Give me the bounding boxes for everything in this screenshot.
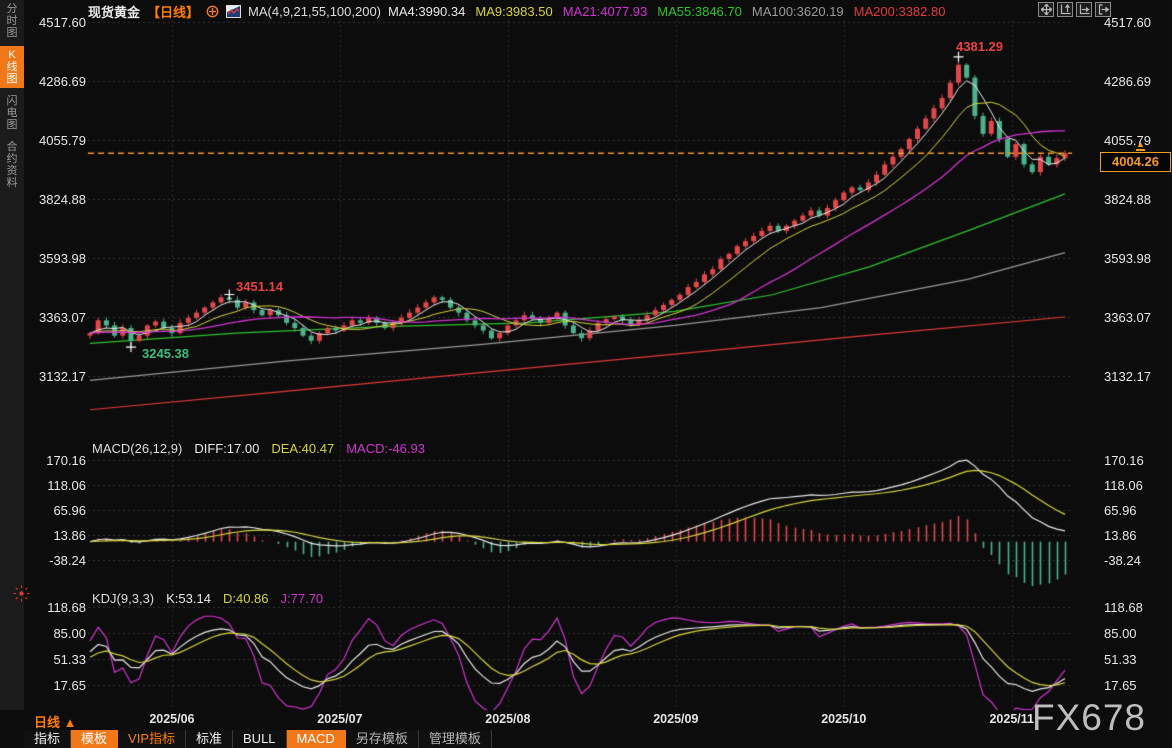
watermark: FX678: [1032, 697, 1147, 738]
y-axis-label: 4286.69: [39, 74, 86, 89]
toolbar-item-指标[interactable]: 指标: [24, 730, 72, 748]
y-axis-label: 170.16: [1104, 453, 1144, 468]
y-axis-label: 118.06: [47, 478, 86, 493]
exit-right-icon[interactable]: [1095, 2, 1111, 17]
y-axis-label: -38.24: [49, 553, 86, 568]
y-axis-label: 17.65: [53, 677, 86, 693]
macd-values: DIFF:17.00 DEA:40.47 MACD:-46.93: [194, 441, 425, 456]
x-axis-label: 2025/08: [485, 712, 531, 726]
kdj-title: KDJ(9,3,3): [92, 591, 155, 606]
y-axis-label: 3363.07: [39, 309, 86, 325]
toolbar-item-另存模板[interactable]: 另存模板: [346, 730, 419, 748]
ma-legend-item: MA21:4077.93: [562, 3, 648, 19]
bottom-toolbar: 指标 模板 VIP指标 标准 BULL MACD 另存模板 管理模板: [24, 730, 492, 748]
y-axis-label: 65.96: [1104, 503, 1137, 518]
kdj-value: J:77.70: [280, 591, 324, 606]
y-axis-label: 3824.88: [39, 191, 86, 207]
x-axis-label: 2025/06: [149, 712, 195, 726]
kdj-values: K:53.14 D:40.86 J:77.70: [166, 591, 323, 606]
toolbar-item-MACD[interactable]: MACD: [286, 730, 346, 748]
y-axis-label: 3132.17: [1104, 368, 1151, 384]
price-annotation: 3245.38: [142, 346, 189, 361]
sidebar-item-分时图[interactable]: 分时图: [6, 3, 18, 39]
y-axis-label: 51.33: [1104, 651, 1137, 667]
current-price-badge: 4004.26: [1100, 152, 1171, 172]
toolbar-item-模板[interactable]: 模板: [71, 730, 119, 748]
y-axis-label: 4055.79: [1104, 132, 1151, 148]
y-axis-label: 4517.60: [39, 15, 86, 30]
y-axis-label: 3824.88: [1104, 191, 1151, 207]
y-axis-label: 118.68: [1104, 600, 1143, 615]
x-axis-label: 2025/09: [653, 712, 699, 726]
y-axis-label: 3363.07: [1104, 309, 1151, 325]
x-axis-label: 2025/07: [317, 712, 363, 726]
pan-icon[interactable]: [1038, 2, 1054, 17]
y-axis-label: 85.00: [1104, 626, 1137, 641]
ma-legend-item: MA9:3983.50: [475, 3, 553, 19]
y-axis-label: 118.06: [1104, 478, 1143, 493]
ma-legend-item: MA100:3620.19: [751, 3, 844, 19]
scale-left-axis-icon[interactable]: [1057, 2, 1073, 17]
timeframe-label: 【日线】: [147, 4, 200, 20]
sidebar-item-闪电图[interactable]: 闪电图: [6, 95, 18, 131]
ma-legend-item: MA55:3846.70: [657, 3, 742, 19]
y-axis-label: 118.68: [47, 600, 86, 615]
sidebar-item-合约资料[interactable]: 合约资料: [6, 141, 18, 189]
y-axis-label: 17.65: [1104, 677, 1137, 693]
macd-value: DIFF:17.00: [194, 441, 260, 456]
y-axis-label: 4517.60: [1104, 15, 1151, 30]
price-marker-icon: ▲: [1136, 139, 1145, 151]
symbol-name: 现货黄金: [88, 4, 141, 20]
period-selector[interactable]: 日线 ▲: [34, 715, 77, 730]
y-axis-label: 170.16: [46, 453, 86, 468]
y-axis-label: -38.24: [1104, 553, 1141, 568]
scale-bottom-axis-icon[interactable]: [1076, 2, 1092, 17]
date-axis: 2025/06 2025/07 2025/08 2025/09 2025/10 2025/…: [0, 710, 1172, 730]
kdj-header: KDJ(9,3,3) K:53.14 D:40.86 J:77.70: [92, 591, 323, 606]
price-annotation: 4381.29: [956, 39, 1003, 54]
alert-dot-icon[interactable]: [13, 585, 30, 602]
toolbar-item-标准[interactable]: 标准: [186, 730, 234, 748]
macd-value: MACD:-46.93: [346, 441, 425, 456]
kdj-value: D:40.86: [222, 591, 269, 606]
chart-header: 现货黄金 【日线】 MA(4,9,21,55,100,200) MA4:3990…: [88, 2, 945, 20]
y-axis-label: 3593.98: [39, 250, 86, 266]
chart-toolbar: [1038, 2, 1111, 17]
toolbar-item-管理模板[interactable]: 管理模板: [419, 730, 492, 748]
toolbar-item-BULL[interactable]: BULL: [233, 730, 287, 748]
y-axis-label: 3132.17: [39, 368, 86, 384]
y-axis-label: 65.96: [53, 503, 86, 518]
y-axis-label: 13.86: [53, 528, 86, 543]
kdj-value: K:53.14: [166, 591, 211, 606]
y-axis-label: 4055.79: [39, 132, 86, 148]
mini-chart-icon[interactable]: [226, 4, 242, 18]
macd-title: MACD(26,12,9): [92, 441, 183, 456]
y-axis-label: 4286.69: [1104, 74, 1151, 89]
ma-group-label: MA(4,9,21,55,100,200): [248, 3, 382, 19]
y-axis-label: 13.86: [1104, 528, 1137, 543]
y-axis-label: 3593.98: [1104, 250, 1151, 266]
macd-header: MACD(26,12,9) DIFF:17.00 DEA:40.47 MACD:-4…: [92, 441, 425, 456]
x-axis-label: 2025/11: [989, 712, 1034, 726]
toolbar-item-VIP指标[interactable]: VIP指标: [118, 730, 186, 748]
macd-value: DEA:40.47: [271, 441, 335, 456]
target-plus-icon[interactable]: [206, 5, 219, 18]
ma-legend-item: MA200:3382.80: [853, 3, 946, 19]
x-axis-label: 2025/10: [821, 712, 867, 726]
y-axis-label: 51.33: [53, 651, 86, 667]
ma-legend: MA4:3990.34 MA9:3983.50 MA21:4077.93 MA55:3…: [388, 4, 945, 19]
ma-legend-item: MA4:3990.34: [388, 3, 466, 19]
y-axis-label: 85.00: [53, 626, 86, 641]
price-annotation: 3451.14: [236, 279, 283, 294]
